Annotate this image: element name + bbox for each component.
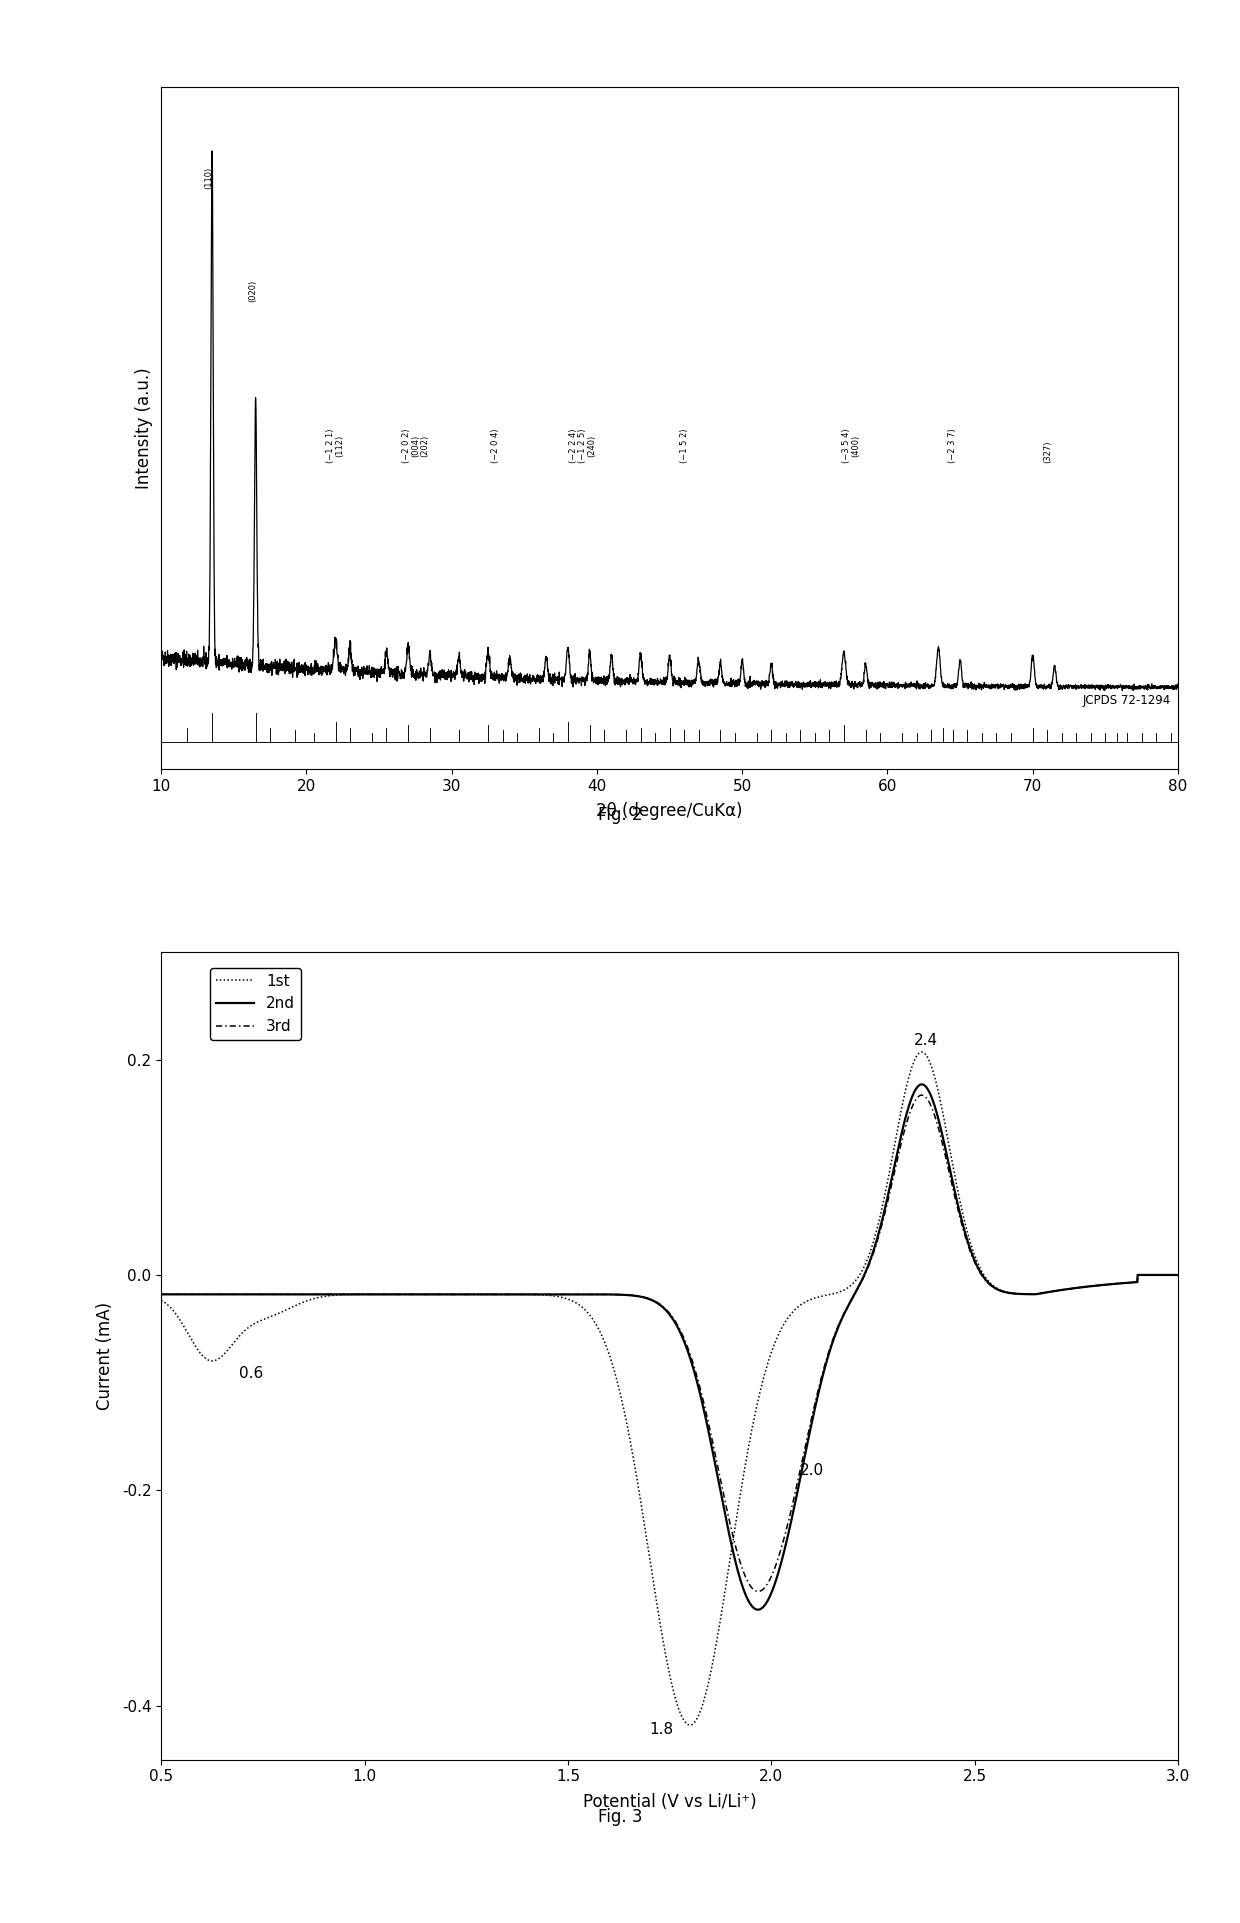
Text: 1.8: 1.8 [650, 1721, 673, 1736]
3rd [270, 1283, 285, 1306]
1st [1151, 1263, 1166, 1286]
Text: (−1 5 2): (−1 5 2) [680, 429, 688, 463]
Legend: 1st, 2nd, 3rd: 1st, 2nd, 3rd [210, 967, 301, 1040]
Text: Fig. 2: Fig. 2 [598, 806, 642, 825]
Text: (−2 2 4)
(−1 2 5)
(240): (−2 2 4) (−1 2 5) (240) [569, 429, 596, 463]
3rd [751, 1581, 766, 1604]
2nd [588, 1283, 603, 1306]
1st [543, 1285, 558, 1308]
2nd [914, 1073, 929, 1096]
Text: Fig. 3: Fig. 3 [598, 1808, 642, 1827]
3rd [1042, 1281, 1056, 1304]
3rd [588, 1283, 603, 1306]
2nd [750, 1598, 765, 1621]
Text: 0.6: 0.6 [238, 1367, 263, 1381]
1st [330, 1283, 345, 1306]
3rd [1151, 1263, 1166, 1286]
X-axis label: 2θ (degree/CuKα): 2θ (degree/CuKα) [596, 802, 743, 821]
Text: 2.0: 2.0 [800, 1463, 825, 1479]
Line: 1st: 1st [161, 1052, 1178, 1725]
1st [154, 1288, 169, 1311]
Text: (327): (327) [1043, 440, 1052, 463]
2nd [330, 1283, 345, 1306]
Text: (020): (020) [248, 279, 257, 302]
2nd [1042, 1281, 1056, 1304]
Text: (−1 2 1)
(112): (−1 2 1) (112) [326, 429, 345, 463]
3rd [543, 1283, 558, 1306]
Line: 3rd: 3rd [161, 1094, 1178, 1592]
2nd [1151, 1263, 1166, 1286]
Text: 2.4: 2.4 [914, 1033, 937, 1048]
Y-axis label: Intensity (a.u.): Intensity (a.u.) [135, 367, 153, 488]
2nd [154, 1283, 169, 1306]
Text: (−2 3 7): (−2 3 7) [949, 429, 957, 463]
1st [1171, 1263, 1185, 1286]
1st [1042, 1281, 1056, 1304]
1st [914, 1040, 929, 1063]
X-axis label: Potential (V vs Li/Li⁺): Potential (V vs Li/Li⁺) [583, 1792, 756, 1811]
3rd [154, 1283, 169, 1306]
1st [588, 1311, 603, 1335]
Y-axis label: Current (mA): Current (mA) [95, 1302, 114, 1410]
Text: JCPDS 72-1294: JCPDS 72-1294 [1083, 694, 1171, 708]
Line: 2nd: 2nd [161, 1085, 1178, 1610]
Text: (−3 5 4)
(400): (−3 5 4) (400) [842, 429, 861, 463]
1st [682, 1713, 697, 1736]
Text: (−2 0 4): (−2 0 4) [491, 429, 500, 463]
Text: (−2 0 2)
(004)
(202): (−2 0 2) (004) (202) [402, 429, 429, 463]
3rd [1171, 1263, 1185, 1286]
2nd [1171, 1263, 1185, 1286]
3rd [914, 1083, 929, 1106]
2nd [543, 1283, 558, 1306]
1st [270, 1302, 285, 1325]
Text: (110): (110) [205, 167, 213, 188]
3rd [330, 1283, 345, 1306]
2nd [270, 1283, 285, 1306]
